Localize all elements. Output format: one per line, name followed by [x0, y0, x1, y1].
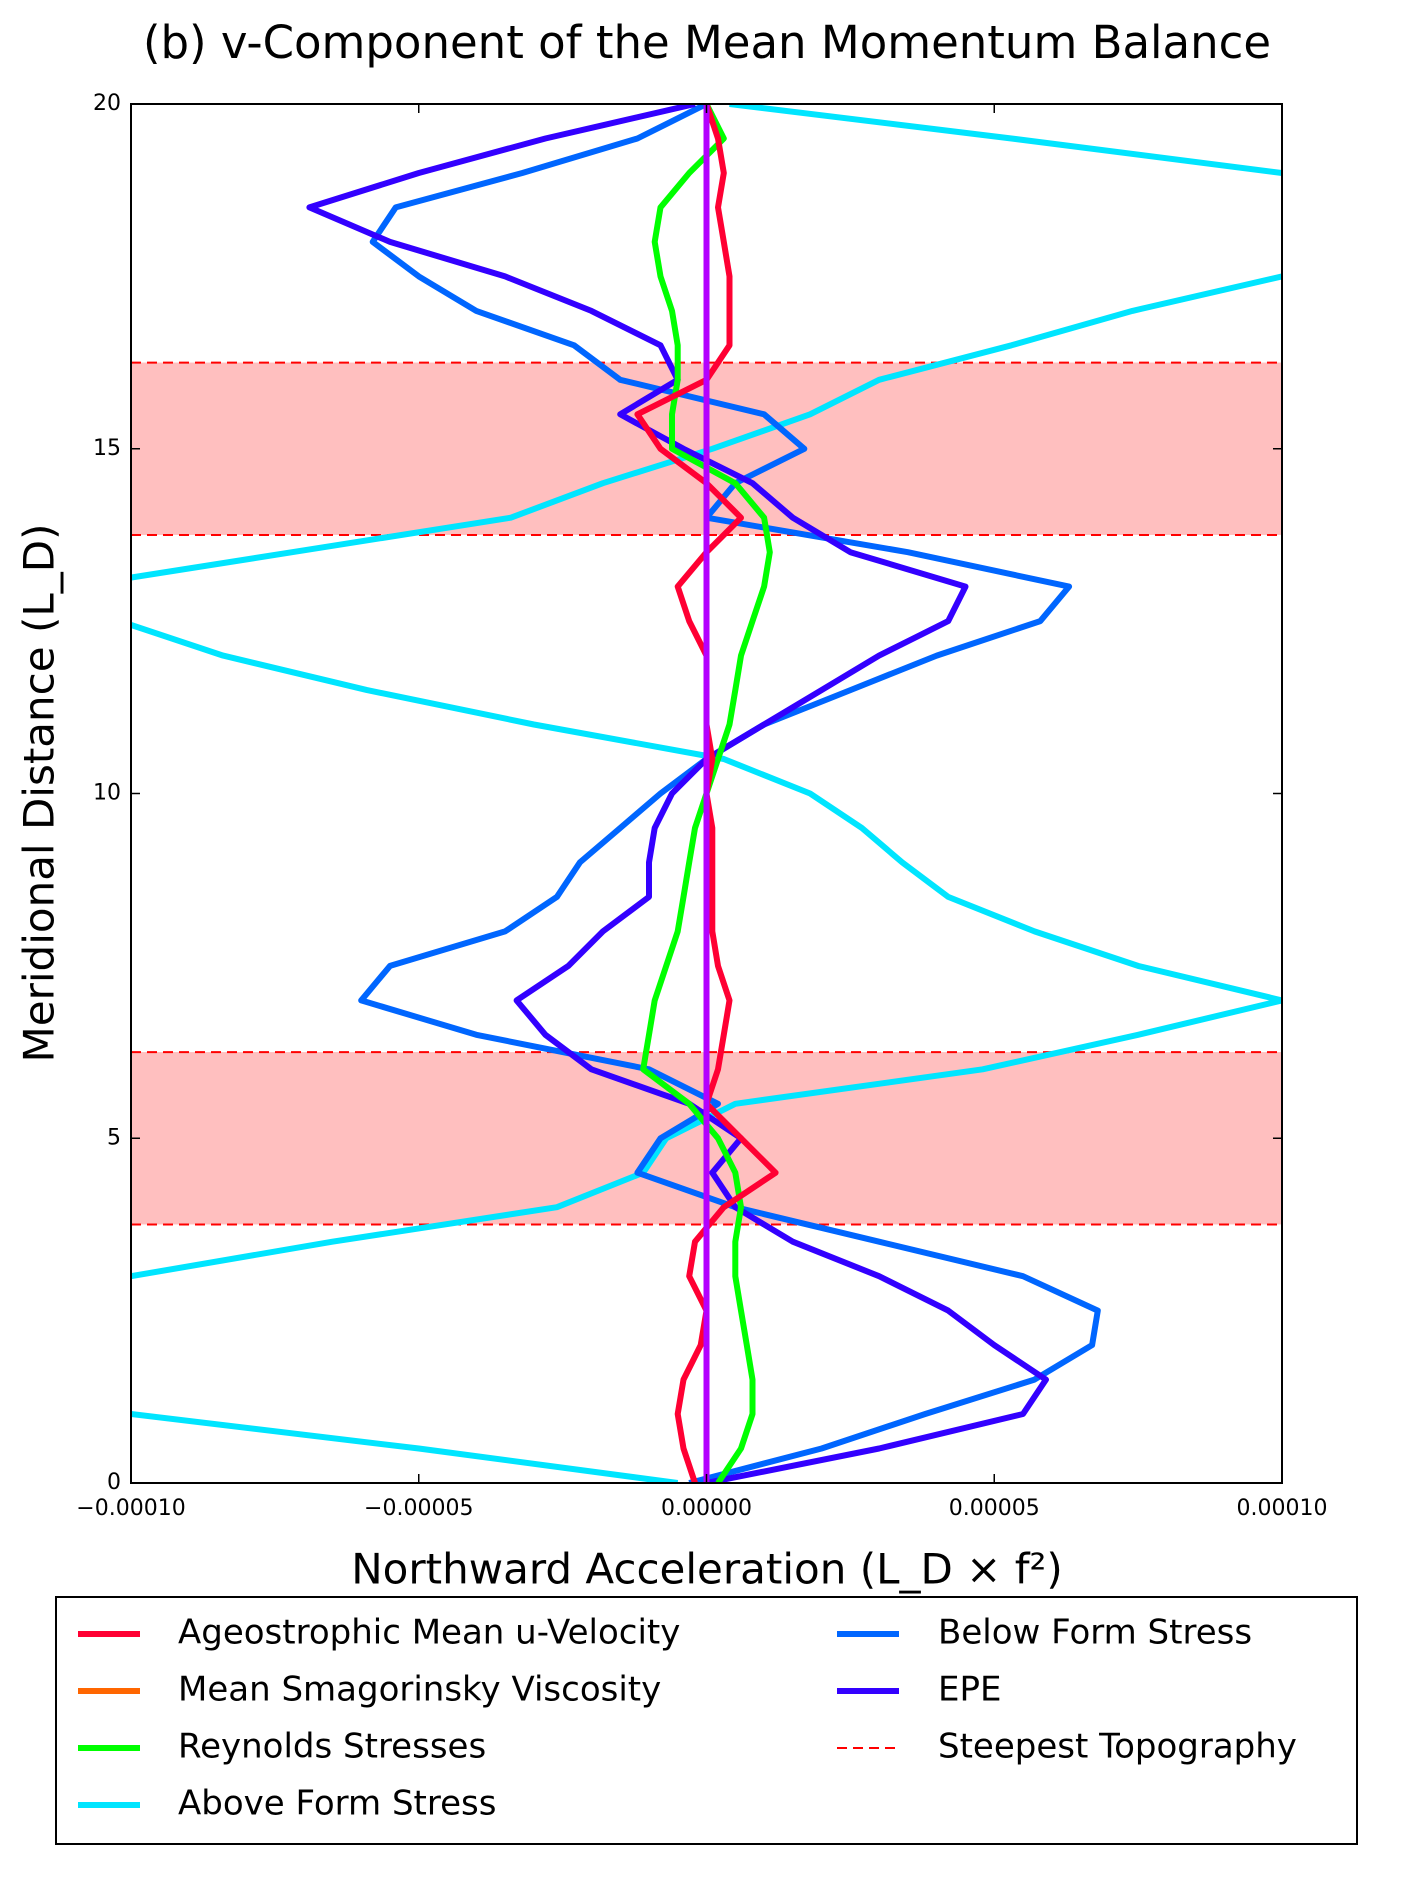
x-tick-label: 0.00000 — [661, 1496, 752, 1521]
legend-label: Below Form Stress — [938, 1613, 1252, 1653]
x-tick-label: 0.00010 — [1237, 1496, 1328, 1521]
chart-title: (b) v-Component of the Mean Momentum Bal… — [143, 16, 1271, 69]
x-axis-label: Northward Acceleration (L_D × f²) — [351, 1545, 1062, 1594]
plot-area — [131, 104, 1282, 1483]
x-tick-label: −0.00010 — [76, 1496, 185, 1521]
legend-label: EPE — [938, 1670, 1001, 1710]
y-tick-label: 10 — [93, 781, 121, 806]
series-line — [131, 104, 1282, 1483]
legend-box — [55, 1596, 1358, 1845]
x-tick-label: 0.00005 — [949, 1496, 1040, 1521]
legend-label: Mean Smagorinsky Viscosity — [178, 1670, 661, 1710]
legend-label: Ageostrophic Mean u-Velocity — [178, 1613, 680, 1653]
y-axis-label: Meridional Distance (L_D) — [15, 524, 64, 1063]
legend-label: Above Form Stress — [178, 1784, 496, 1824]
legend-label: Steepest Topography — [938, 1727, 1297, 1767]
y-tick-label: 5 — [107, 1125, 121, 1150]
y-tick-label: 20 — [93, 91, 121, 116]
x-tick-label: −0.00005 — [364, 1496, 473, 1521]
series-line — [358, 104, 1101, 1483]
legend-label: Reynolds Stresses — [178, 1727, 486, 1767]
y-tick-label: 0 — [107, 1470, 121, 1495]
series-line — [306, 104, 1049, 1483]
y-tick-label: 15 — [93, 436, 121, 461]
